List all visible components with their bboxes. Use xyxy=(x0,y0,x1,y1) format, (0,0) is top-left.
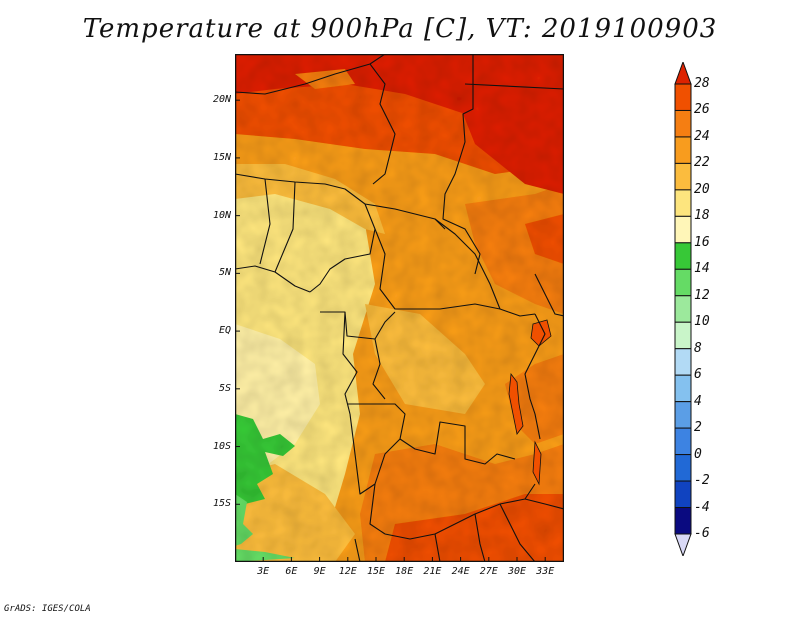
colorbar-label: 16 xyxy=(694,234,710,250)
lon-label: 33E xyxy=(536,566,555,577)
colorbar-segment xyxy=(674,480,692,509)
colorbar-segment xyxy=(674,401,692,429)
lat-label: 15S xyxy=(212,498,231,510)
lon-label: 6E xyxy=(285,566,298,577)
lon-label: 30E xyxy=(507,566,527,577)
lat-label: 5S xyxy=(218,382,231,394)
colorbar-label: -6 xyxy=(694,526,710,541)
colorbar-segment xyxy=(674,109,692,138)
colorbar-bottom-cap xyxy=(674,533,692,556)
lat-label: 10N xyxy=(212,209,231,221)
colorbar-segment xyxy=(674,136,692,164)
colorbar-top-cap xyxy=(674,62,692,85)
colorbar xyxy=(674,62,692,556)
colorbar-label: 28 xyxy=(694,76,710,91)
colorbar-segment xyxy=(674,242,692,270)
colorbar-segment xyxy=(674,295,692,323)
grads-credit: GrADS: IGES/COLA xyxy=(4,604,91,614)
colorbar-label: 0 xyxy=(694,446,702,462)
lon-label: 3E xyxy=(257,566,270,577)
colorbar-segment xyxy=(674,83,692,111)
lat-label: 10S xyxy=(212,440,231,452)
lon-label: 18E xyxy=(395,566,414,577)
colorbar-segment xyxy=(674,215,692,244)
colorbar-label: 14 xyxy=(694,261,710,277)
lat-label: 15N xyxy=(212,151,231,163)
lon-label: 9E xyxy=(313,566,326,577)
colorbar-label: 6 xyxy=(694,367,702,383)
axis-ticks xyxy=(235,99,546,562)
country-borders xyxy=(235,54,564,562)
lat-label: EQ xyxy=(218,325,231,337)
colorbar-segment xyxy=(674,374,692,403)
colorbar-label: 20 xyxy=(694,181,710,197)
colorbar-label: -2 xyxy=(694,473,710,489)
map-border xyxy=(235,54,564,562)
lake-malawi xyxy=(532,440,542,486)
colorbar-label: 4 xyxy=(694,393,702,409)
lon-label: 24E xyxy=(451,566,470,577)
colorbar-label: -4 xyxy=(694,499,710,515)
colorbar-segment xyxy=(674,321,692,350)
temperature-map xyxy=(235,54,564,562)
lon-label: 21E xyxy=(423,566,442,577)
colorbar-label: 24 xyxy=(694,128,710,144)
colorbar-segment xyxy=(674,348,692,376)
lake-tanganyika xyxy=(508,372,524,435)
colorbar-label: 10 xyxy=(694,314,710,330)
colorbar-segment xyxy=(674,162,692,191)
colorbar-segment xyxy=(674,507,692,535)
colorbar-segment xyxy=(674,189,692,217)
colorbar-label: 2 xyxy=(694,420,702,436)
colorbar-label: 12 xyxy=(694,287,710,303)
temperature-field xyxy=(235,54,564,562)
colorbar-label: 18 xyxy=(694,208,710,224)
lat-label: 20N xyxy=(212,94,231,106)
colorbar-segment xyxy=(674,427,692,456)
colorbar-label: 22 xyxy=(694,155,710,171)
colorbar-label: 8 xyxy=(694,340,702,356)
colorbar-label: 26 xyxy=(694,102,710,118)
lon-label: 12E xyxy=(338,566,357,577)
lon-label: 15E xyxy=(366,566,386,577)
colorbar-segment xyxy=(674,268,692,297)
lake-victoria xyxy=(530,319,552,347)
map-title: Temperature at 900hPa [C], VT: 201910090… xyxy=(82,14,718,44)
lat-label: 5N xyxy=(218,267,231,279)
colorbar-segment xyxy=(674,454,692,482)
lon-label: 27E xyxy=(479,566,498,577)
